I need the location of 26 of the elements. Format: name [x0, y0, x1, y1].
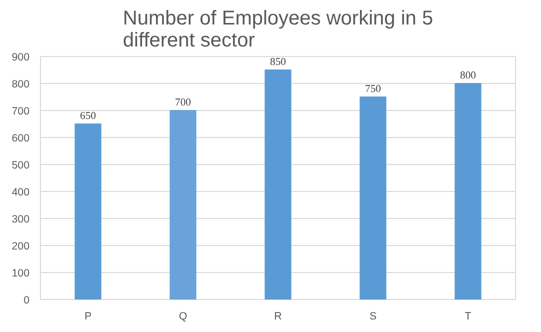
- x-tick-label: T: [464, 310, 472, 322]
- y-tick-label: 700: [12, 106, 30, 118]
- x-tick-label: Q: [178, 310, 188, 322]
- x-tick-label: R: [274, 310, 282, 322]
- bar: [170, 110, 196, 300]
- y-tick-label: 500: [12, 160, 30, 172]
- y-tick-label: 200: [12, 240, 30, 252]
- data-label: 650: [80, 111, 96, 122]
- y-tick-label: 100: [12, 268, 30, 280]
- data-label: 850: [270, 57, 286, 68]
- y-tick-label: 300: [12, 214, 30, 226]
- y-tick-label: 600: [12, 132, 30, 144]
- x-tick-label: P: [84, 310, 92, 322]
- chart-title: Number of Employees working in 5 different sector: [122, 8, 434, 52]
- data-label: 750: [365, 84, 381, 95]
- data-label: 700: [175, 98, 191, 108]
- y-tick-label: 800: [12, 78, 30, 90]
- data-label: 800: [460, 70, 476, 82]
- bar: [454, 83, 482, 300]
- bar: [264, 70, 292, 300]
- y-tick-label: 0: [24, 294, 30, 306]
- y-tick-label: 900: [12, 52, 30, 64]
- bar: [74, 124, 102, 300]
- bar: [360, 96, 386, 300]
- y-tick-label: 400: [12, 186, 30, 198]
- x-tick-label: S: [369, 310, 377, 322]
